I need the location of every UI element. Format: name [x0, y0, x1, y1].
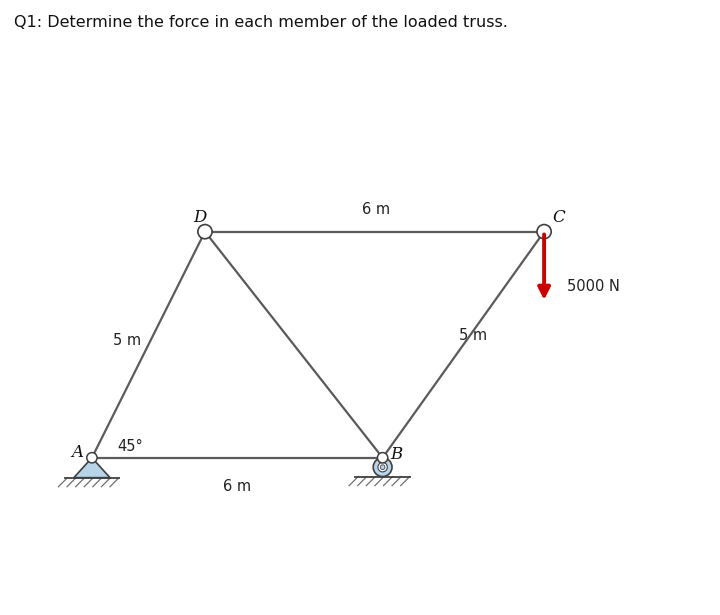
Polygon shape: [74, 458, 110, 478]
Circle shape: [378, 462, 387, 472]
Text: Q1: Determine the force in each member of the loaded truss.: Q1: Determine the force in each member o…: [14, 15, 508, 30]
Text: C: C: [552, 209, 564, 226]
Circle shape: [86, 453, 97, 463]
Text: B: B: [391, 446, 403, 463]
Text: 5000 N: 5000 N: [567, 279, 620, 294]
Circle shape: [380, 465, 385, 469]
Circle shape: [373, 458, 392, 477]
Text: D: D: [193, 209, 207, 226]
Circle shape: [198, 224, 212, 239]
Text: 5 m: 5 m: [459, 328, 487, 343]
Text: 6 m: 6 m: [223, 479, 251, 494]
Text: A: A: [72, 444, 84, 461]
Circle shape: [537, 224, 552, 239]
Text: 6 m: 6 m: [362, 202, 390, 216]
Text: 45°: 45°: [118, 438, 143, 454]
Circle shape: [377, 453, 388, 463]
Text: 5 m: 5 m: [113, 333, 142, 347]
